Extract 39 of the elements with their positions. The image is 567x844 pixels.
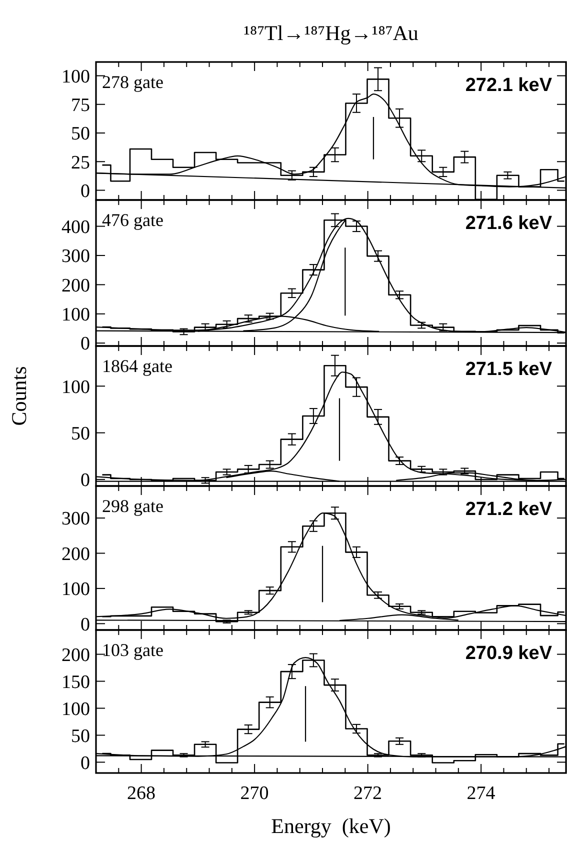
y-tick-label: 0 [80,752,90,774]
chart-title: ¹⁸⁷Tl→¹⁸⁷Hg→¹⁸⁷Au [244,21,419,45]
y-tick-label: 200 [62,644,90,666]
annotation: 270.9 keV [465,643,552,664]
y-tick-label: 0 [80,180,90,202]
y-tick-label: 100 [62,579,90,600]
y-tick-label: 50 [71,423,90,444]
y-tick-label: 300 [62,508,90,530]
y-tick-label: 100 [62,66,90,88]
y-tick-label: 150 [62,672,90,693]
annotation: 1864 gate [102,356,172,376]
x-axis-title: Energy (keV) [271,814,391,838]
y-tick-label: 0 [80,470,90,492]
y-tick-label: 400 [62,216,90,238]
x-tick-label: 268 [127,783,156,804]
y-tick-label: 0 [80,334,90,355]
x-tick-label: 274 [466,783,496,804]
x-tick-label: 272 [354,783,382,804]
annotation: 271.6 keV [465,213,552,234]
y-tick-label: 25 [71,152,90,174]
x-tick-label: 270 [240,783,269,804]
annotation: 278 gate [102,72,164,92]
y-tick-label: 200 [62,544,90,565]
y-tick-label: 200 [62,275,90,296]
y-tick-label: 100 [62,304,90,326]
annotation: 271.5 keV [465,359,552,380]
y-tick-label: 50 [71,726,90,747]
y-tick-label: 100 [62,698,90,720]
annotation: 103 gate [102,640,164,660]
y-tick-label: 300 [62,246,90,268]
y-tick-label: 50 [71,124,90,145]
y-tick-label: 0 [80,614,90,636]
y-tick-label: 75 [71,95,90,116]
annotation: 272.1 keV [465,75,552,96]
annotation: 271.2 keV [465,499,552,520]
y-axis-title: Counts [7,366,31,426]
annotation: 476 gate [102,210,164,230]
annotation: 298 gate [102,496,164,516]
y-tick-label: 100 [62,376,90,398]
